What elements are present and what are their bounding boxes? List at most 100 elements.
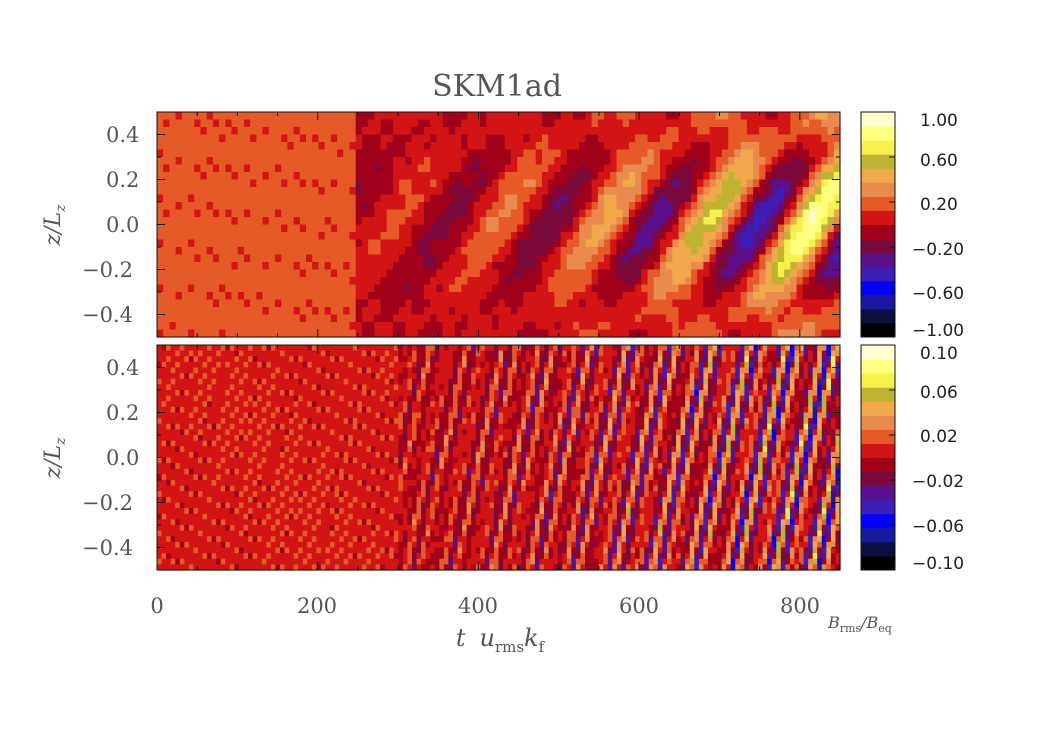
top-heatmap-cell [777, 194, 785, 203]
top-heatmap-cell [330, 292, 338, 301]
top-heatmap-cell [194, 187, 202, 196]
bottom-heatmap-cell [211, 384, 217, 391]
bottom-heatmap-cell [270, 412, 276, 419]
top-heatmap-cell [486, 134, 493, 143]
top-heatmap-cell [349, 322, 357, 331]
top-heatmap-cell [194, 209, 202, 218]
top-heatmap-cell [535, 262, 543, 271]
bottom-heatmap-cell [193, 536, 199, 543]
top-heatmap-cell [722, 299, 729, 308]
bottom-heatmap-cell [339, 395, 345, 402]
top-heatmap-cell [219, 284, 226, 293]
bottom-heatmap-cell [261, 446, 267, 453]
bottom-heatmap-cell [289, 468, 295, 475]
top-heatmap-cell [473, 187, 481, 196]
top-heatmap-cell [703, 329, 711, 338]
bottom-heatmap-cell [238, 384, 245, 391]
bottom-heatmap-cell [325, 406, 331, 414]
top-heatmap-cell [548, 322, 555, 331]
top-heatmap-cell [529, 157, 537, 166]
top-heatmap-cell [616, 164, 624, 173]
top-heatmap-cell [827, 179, 835, 188]
top-heatmap-cell [610, 202, 618, 211]
top-heatmap-cell [690, 127, 698, 136]
top-heatmap-cell [529, 194, 537, 203]
top-heatmap-cell [188, 239, 195, 248]
top-heatmap-cell [392, 239, 400, 248]
top-ytick-neg0.2: −0.2 [82, 258, 133, 282]
bottom-heatmap-cell [161, 530, 167, 537]
top-heatmap-cell [268, 112, 276, 121]
top-heatmap-cell [734, 322, 742, 331]
bottom-heatmap-cell [270, 367, 276, 374]
bottom-heatmap-cell [248, 541, 254, 549]
top-heatmap-cell [573, 224, 580, 233]
top-heatmap-cell [324, 194, 332, 203]
top-heatmap-cell [802, 232, 810, 241]
bottom-heatmap-cell [325, 541, 331, 549]
top-heatmap-cell [392, 112, 400, 121]
top-heatmap-cell [206, 127, 214, 136]
bottom-heatmap-cell [330, 401, 336, 408]
top-heatmap-cell [715, 254, 723, 263]
top-heatmap-cell [777, 254, 785, 263]
top-heatmap-cell [746, 194, 754, 203]
bottom-heatmap-cell [289, 564, 295, 571]
bottom-heatmap-cell [248, 412, 254, 419]
top-heatmap-cell [287, 127, 295, 136]
bottom-heatmap-cell [207, 373, 213, 380]
top-heatmap-cell [175, 149, 183, 158]
top-heatmap-cell [498, 239, 506, 248]
bottom-heatmap-cell [275, 361, 281, 369]
top-heatmap-cell [492, 322, 500, 331]
bottom-heatmap-cell [216, 367, 222, 374]
bottom-heatmap-cell [248, 378, 254, 385]
bottom-heatmap-cell [320, 446, 327, 453]
bottom-heatmap-cell [243, 423, 249, 430]
top-heatmap-cell [784, 187, 791, 196]
top-heatmap-cell [517, 157, 524, 166]
top-heatmap-cell [734, 149, 742, 158]
bottom-heatmap-cell [320, 395, 327, 402]
top-heatmap-cell [392, 172, 400, 181]
top-heatmap-cell [796, 217, 804, 226]
top-heatmap-cell [368, 134, 375, 143]
top-heatmap-cell [312, 149, 320, 158]
bottom-heatmap-cell [216, 525, 222, 532]
top-heatmap-cell [330, 284, 338, 293]
top-heatmap-cell [535, 119, 543, 128]
top-heatmap-cell [206, 224, 214, 233]
top-heatmap-cell [535, 329, 543, 338]
top-heatmap-cell [206, 149, 214, 158]
bottom-heatmap-cell [170, 429, 176, 436]
bottom-heatmap-cell [225, 496, 231, 504]
top-heatmap-cell [355, 157, 363, 166]
bottom-heatmap-cell [202, 457, 208, 464]
bottom-heatmap-cell [293, 395, 299, 402]
top-heatmap-cell [368, 179, 375, 188]
bottom-heatmap-cell [211, 457, 217, 464]
top-heatmap-cell [765, 112, 773, 121]
top-heatmap-cell [709, 232, 717, 241]
top-heatmap-cell [349, 179, 357, 188]
top-heatmap-cell [219, 232, 226, 241]
bottom-heatmap-cell [293, 530, 299, 537]
bottom-heatmap-cell [197, 350, 204, 357]
top-heatmap-cell [188, 284, 195, 293]
bottom-heatmap-cell [289, 463, 295, 470]
top-heatmap-cell [299, 164, 307, 173]
bottom-heatmap-cell [275, 451, 281, 459]
bottom-heatmap-cell [220, 502, 226, 509]
top-heatmap-cell [604, 164, 611, 173]
bottom-heatmap-cell [216, 530, 222, 537]
bottom-heatmap-cell [175, 361, 181, 369]
top-heatmap-cell [510, 292, 518, 301]
top-heatmap-cell [647, 127, 655, 136]
top-heatmap-cell [610, 209, 618, 218]
top-heatmap-cell [604, 142, 611, 151]
top-heatmap-cell [442, 119, 450, 128]
bottom-heatmap-cell [257, 356, 263, 363]
top-heatmap-cell [467, 164, 475, 173]
top-heatmap-cell [455, 239, 462, 248]
